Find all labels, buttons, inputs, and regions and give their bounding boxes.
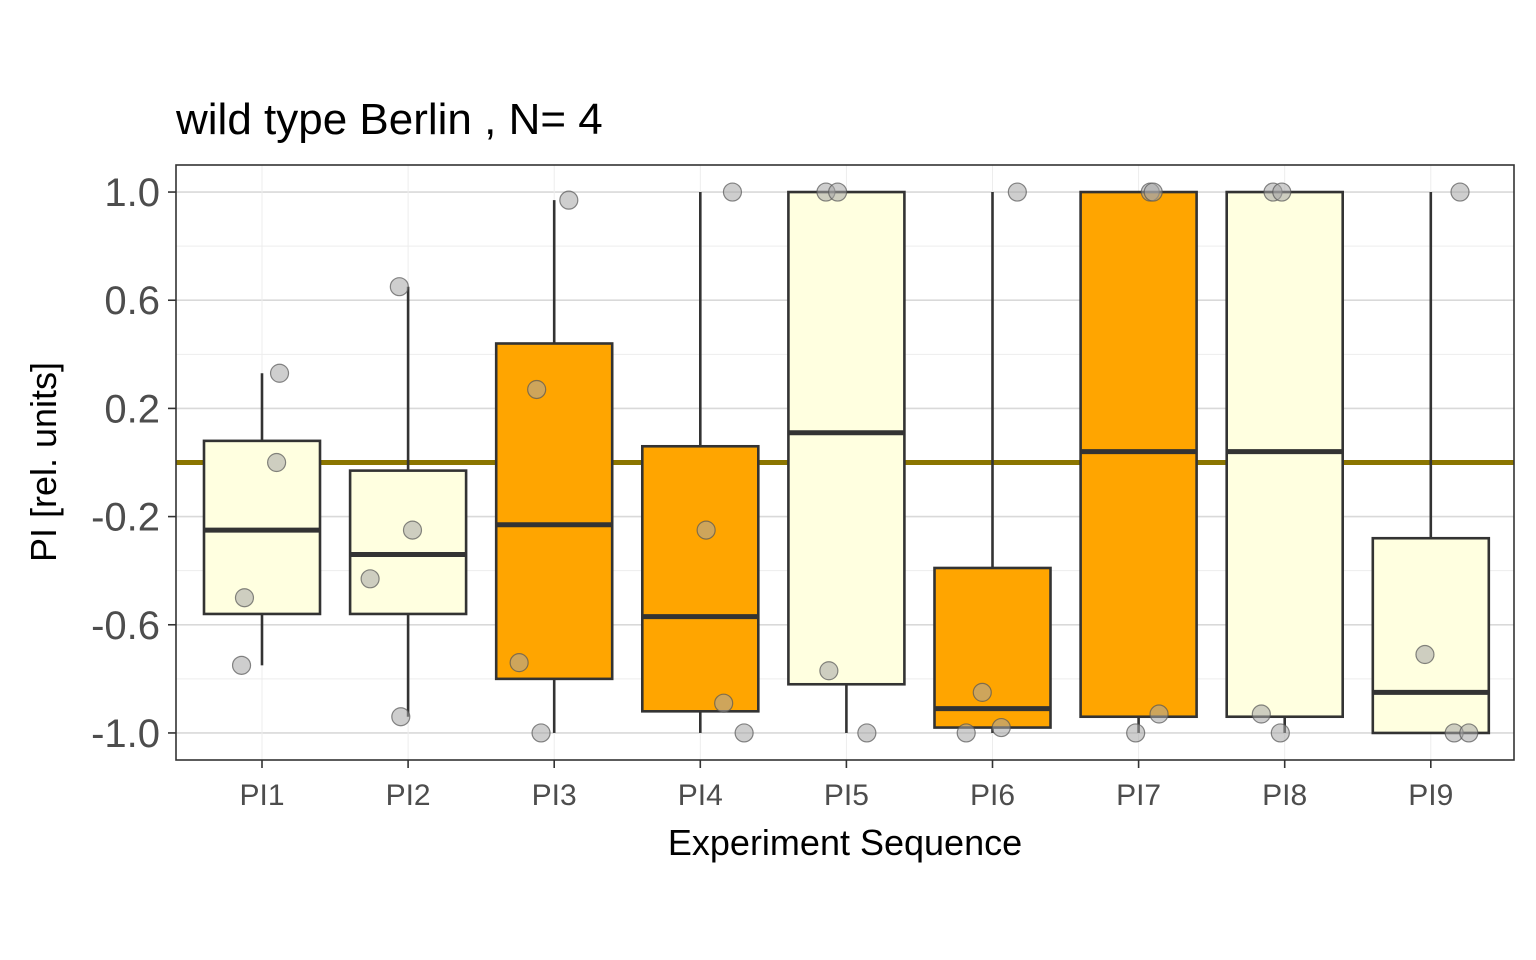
data-point-PI3	[509, 653, 529, 673]
y-axis-ticks: 1.0 0.6 0.2 -0.2 -0.6 -1.0	[91, 171, 176, 756]
x-tick-label-PI9: PI9	[1408, 779, 1453, 812]
box-PI5	[787, 190, 906, 733]
data-point-PI5	[828, 182, 848, 202]
data-point-PI4	[696, 520, 716, 540]
data-point-PI1	[234, 588, 255, 608]
x-tick-label-PI1: PI1	[239, 779, 284, 812]
y-tick-label: 1.0	[104, 171, 160, 215]
box-PI1	[202, 373, 322, 666]
y-axis-title: PI [rel. units]	[23, 362, 64, 562]
box-body	[202, 439, 322, 616]
box-body	[1371, 536, 1491, 735]
data-point-PI4	[714, 693, 734, 713]
x-tick-label-PI3: PI3	[532, 779, 577, 812]
data-point-PI5	[819, 661, 839, 681]
data-point-PI3	[559, 190, 579, 210]
y-tick-label: -1.0	[91, 712, 160, 756]
data-point-PI7	[1149, 704, 1169, 724]
data-point-PI9	[1459, 723, 1479, 743]
x-tick-label-PI6: PI6	[970, 779, 1015, 812]
box-body	[494, 342, 614, 681]
y-tick-label: 0.2	[104, 387, 160, 431]
box-body	[933, 566, 1052, 729]
data-point-PI2	[389, 277, 409, 297]
data-point-PI5	[857, 723, 877, 743]
points-layer	[231, 182, 1479, 743]
box-PI8	[1225, 190, 1344, 733]
data-point-PI8	[1251, 704, 1271, 724]
x-tick-label-PI2: PI2	[386, 779, 431, 812]
x-tick-label-PI4: PI4	[678, 779, 723, 812]
box-PI4	[640, 192, 760, 733]
data-point-PI4	[734, 723, 754, 743]
box-body	[1225, 190, 1344, 719]
data-point-PI4	[722, 182, 743, 202]
x-axis-title: Experiment Sequence	[668, 822, 1022, 863]
box-PI7	[1079, 190, 1198, 733]
x-tick-label-PI5: PI5	[824, 779, 869, 812]
data-point-PI1	[267, 452, 287, 473]
box-PI9	[1371, 192, 1491, 735]
x-tick-label-PI7: PI7	[1116, 779, 1161, 812]
data-point-PI7	[1126, 723, 1146, 743]
x-tick-label-PI8: PI8	[1262, 779, 1307, 812]
box-body	[640, 444, 760, 713]
chart-title: wild type Berlin , N= 4	[175, 95, 603, 144]
data-point-PI2	[360, 569, 380, 589]
data-point-PI8	[1270, 723, 1290, 743]
box-PI2	[348, 286, 468, 717]
boxes-layer	[202, 190, 1491, 735]
x-axis-ticks: PI1 PI2 PI3 PI4 PI5 PI6 PI7 PI8 PI9	[239, 760, 1453, 812]
data-point-PI3	[531, 723, 551, 743]
data-point-PI2	[391, 707, 411, 727]
data-point-PI9	[1415, 644, 1435, 665]
panel-border	[175, 164, 1515, 761]
data-point-PI6	[991, 717, 1011, 738]
box-body	[787, 190, 906, 686]
data-point-PI8	[1272, 182, 1292, 202]
y-tick-label: -0.2	[91, 496, 160, 540]
box-PI3	[494, 200, 614, 733]
data-point-PI9	[1450, 182, 1470, 202]
data-point-PI1	[269, 363, 290, 383]
box-PI6	[933, 192, 1052, 733]
y-tick-label: -0.6	[91, 604, 160, 648]
data-point-PI3	[527, 379, 547, 400]
box-body	[1079, 190, 1198, 719]
data-point-PI2	[402, 520, 423, 540]
box-body	[348, 469, 468, 616]
data-point-PI6	[956, 723, 976, 743]
data-point-PI7	[1143, 182, 1163, 202]
y-tick-label: 0.6	[104, 279, 160, 323]
data-point-PI6	[1007, 182, 1027, 202]
data-point-PI6	[972, 682, 992, 702]
data-point-PI1	[231, 655, 252, 675]
